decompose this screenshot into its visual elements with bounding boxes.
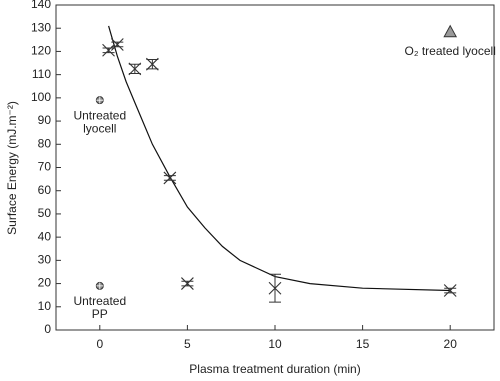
point <box>163 171 177 185</box>
point <box>128 62 142 76</box>
marker-shape <box>110 38 124 51</box>
y-tick-label: 20 <box>38 276 52 290</box>
y-tick-label: 50 <box>38 206 52 220</box>
point <box>181 277 194 290</box>
y-axis-label: Surface Energy (mJ.m⁻²) <box>5 101 19 235</box>
marker-shape <box>163 171 177 185</box>
point <box>95 281 104 290</box>
x-tick-label: 0 <box>96 337 103 351</box>
y-tick-label: 80 <box>38 136 52 150</box>
y-tick-label: 130 <box>31 20 51 34</box>
point <box>443 284 457 297</box>
marker-shape <box>443 24 458 38</box>
y-tick-label: 110 <box>32 67 51 81</box>
point <box>95 96 104 105</box>
annotation: Untreated <box>73 294 126 308</box>
annotation: Untreated <box>73 108 126 122</box>
marker-shape <box>268 281 282 295</box>
point <box>268 281 282 295</box>
annotation: PP <box>92 307 108 321</box>
y-tick-label: 100 <box>31 90 51 104</box>
point <box>145 57 159 71</box>
y-tick-label: 60 <box>38 183 52 197</box>
y-tick-label: 0 <box>44 322 51 336</box>
y-tick-label: 30 <box>38 253 52 267</box>
y-tick-label: 140 <box>31 0 51 11</box>
x-axis-label: Plasma treatment duration (min) <box>189 362 360 376</box>
marker-shape <box>145 57 159 71</box>
y-tick-label: 40 <box>38 229 52 243</box>
x-tick-label: 15 <box>356 337 370 351</box>
x-tick-label: 20 <box>444 337 458 351</box>
annotation: O₂ treated lyocell <box>405 44 496 58</box>
point <box>110 38 124 51</box>
marker-shape <box>443 284 457 297</box>
fit-curve <box>108 25 451 292</box>
marker-shape <box>96 282 104 290</box>
marker-shape <box>102 43 115 57</box>
marker-shape <box>96 96 104 104</box>
marker-shape <box>128 62 142 76</box>
y-tick-label: 90 <box>38 113 52 127</box>
y-tick-label: 120 <box>31 44 51 58</box>
x-tick-label: 5 <box>184 337 191 351</box>
point <box>443 24 458 38</box>
point <box>102 43 115 57</box>
annotation: lyocell <box>83 121 116 135</box>
y-tick-label: 70 <box>38 160 52 174</box>
marker-shape <box>181 277 194 290</box>
x-tick-label: 10 <box>268 337 282 351</box>
y-tick-label: 10 <box>38 299 52 313</box>
